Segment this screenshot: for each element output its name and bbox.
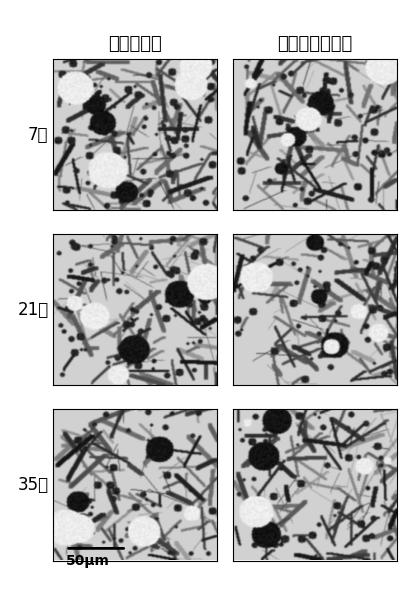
Text: 35天: 35天 <box>17 476 49 494</box>
Text: 21天: 21天 <box>17 301 49 319</box>
Text: 模型对照组: 模型对照组 <box>108 35 162 53</box>
Text: 50μm: 50μm <box>66 555 110 568</box>
Text: 7天: 7天 <box>28 126 49 144</box>
Text: 芬戈莫德给药组: 芬戈莫德给药组 <box>277 35 352 53</box>
